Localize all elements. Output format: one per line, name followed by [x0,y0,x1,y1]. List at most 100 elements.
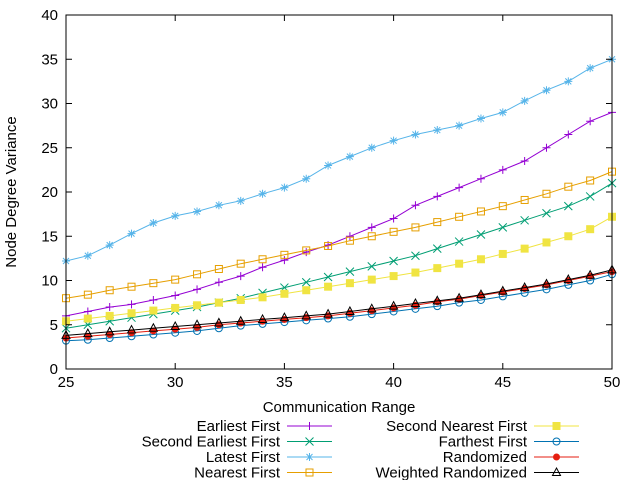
data-point [541,278,552,288]
data-point [520,244,529,253]
data-point [302,248,311,257]
legend-item: Weighted Randomized [376,465,579,480]
data-point [586,64,595,73]
data-point [305,468,314,477]
data-point [236,259,245,268]
y-tick-label: 15 [41,228,58,245]
series-line [65,269,613,336]
data-point [389,227,398,236]
data-point [302,246,311,255]
data-point [552,422,561,430]
data-point [105,303,114,312]
data-point [498,165,507,174]
data-point [302,286,311,295]
legend-label: Latest First [206,449,281,466]
legend-label: Second Nearest First [386,418,528,435]
data-point [236,295,245,304]
data-point [476,207,485,216]
data-point [542,86,551,95]
data-point [498,249,507,258]
data-point [454,292,464,302]
series-second-earliest-first [61,178,617,333]
data-point [149,279,158,288]
data-point [280,289,289,298]
data-point [171,211,180,220]
data-point [411,201,420,210]
y-tick-label: 35 [41,51,58,68]
data-point [345,152,354,161]
data-point [367,143,376,152]
data-point [585,269,595,279]
series-randomized [62,268,616,342]
data-point [411,130,420,139]
data-point [476,230,486,239]
data-point [105,286,114,295]
data-point [171,303,180,312]
data-point [280,183,289,192]
data-point [520,195,529,204]
data-point [236,196,245,205]
data-point [279,312,290,322]
data-point [552,437,561,446]
data-point [149,218,158,227]
data-point [367,223,376,232]
data-point [214,201,223,210]
series-second-nearest-first [62,212,616,326]
data-point [455,212,464,221]
data-point [83,328,93,338]
data-point [105,241,114,250]
data-point [126,324,137,334]
data-point [258,263,267,272]
legend-item: Latest First [206,449,332,466]
legend-label: Earliest First [197,418,281,435]
series-latest-first [62,55,616,266]
data-point [367,275,376,284]
data-point [455,259,464,268]
data-point [127,309,136,318]
y-tick-label: 10 [41,273,58,290]
data-point [542,189,551,198]
data-point [280,250,289,259]
series-nearest-first [62,167,616,303]
series-line [65,271,613,339]
data-point [454,237,464,246]
data-point [367,261,377,271]
data-point [498,108,507,117]
data-point [127,300,136,309]
series-line [65,171,613,299]
data-point [305,453,314,461]
plot-frame [65,14,613,370]
legend-item: Second Earliest First [142,434,332,451]
data-point [83,290,92,299]
data-point [302,174,311,183]
data-point [432,244,442,253]
data-point [410,297,421,308]
data-point [498,223,508,232]
data-point [586,176,595,185]
data-point [324,241,333,250]
data-point [564,182,573,191]
data-point [214,264,223,273]
y-tick-label: 20 [41,184,58,201]
data-point [305,422,314,430]
data-point [305,437,314,446]
data-point [193,207,202,216]
data-point [586,225,595,234]
data-point [455,121,464,130]
legend-label: Nearest First [194,465,281,480]
series-line [65,182,613,329]
data-point [542,238,551,247]
legend-label: Weighted Randomized [376,465,527,480]
data-point [258,255,267,264]
data-point [389,136,398,145]
data-point [551,466,562,476]
data-point [301,277,311,287]
data-point [324,161,333,170]
data-point [563,201,573,211]
data-point [389,214,398,223]
data-point [389,256,398,266]
data-point [148,322,159,332]
x-tick-label: 40 [385,374,402,391]
data-point [498,202,507,211]
